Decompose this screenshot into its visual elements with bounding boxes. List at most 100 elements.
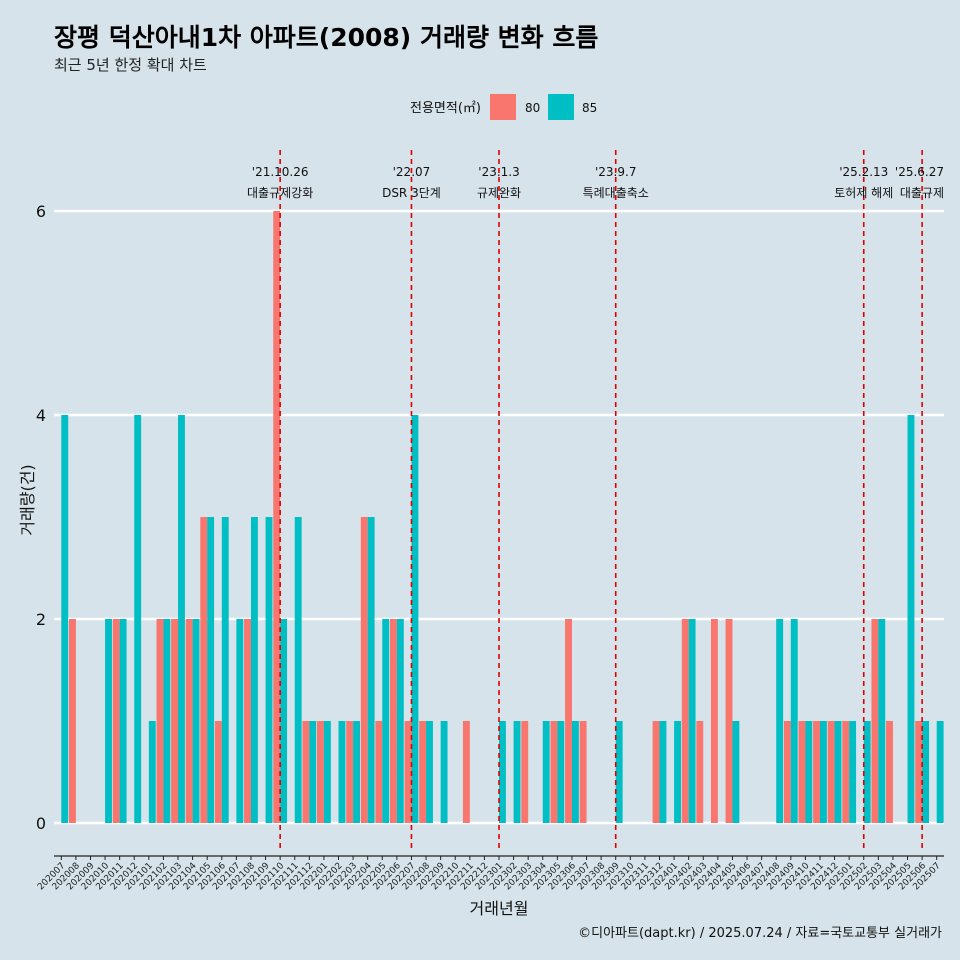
page-title: 장평 덕산아내1차 아파트(2008) 거래량 변화 흐름 — [54, 23, 599, 52]
bar-80-202211 — [462, 721, 470, 823]
bar-85-202205 — [382, 619, 390, 823]
event-label: DSR 3단계 — [382, 186, 441, 200]
bar-85-202108 — [250, 517, 258, 823]
bar-85-202101 — [148, 721, 156, 823]
y-tick-label: 0 — [36, 814, 46, 833]
bar-80-202208 — [419, 721, 427, 823]
bar-85-202007 — [61, 415, 69, 823]
bar-85-202110 — [280, 619, 288, 823]
event-label: 토허제 해제 — [834, 186, 893, 200]
bar-85-202203 — [353, 721, 360, 823]
bar-80-202207 — [404, 721, 412, 823]
legend-label-85: 85 — [582, 101, 597, 115]
bar-85-202302 — [513, 721, 521, 823]
bar-80-202404 — [710, 619, 718, 823]
bar-85-202102 — [163, 619, 171, 823]
bar-85-202309 — [615, 721, 623, 823]
bar-85-202301 — [499, 721, 506, 823]
bar-85-202206 — [396, 619, 404, 823]
bar-85-202201 — [323, 721, 331, 823]
bar-80-202312 — [652, 721, 660, 823]
bar-85-202112 — [309, 721, 317, 823]
bar-85-202111 — [294, 517, 302, 823]
bar-85-202109 — [265, 517, 273, 823]
bar-85-202011 — [119, 619, 127, 823]
bar-85-202306 — [571, 721, 579, 823]
source-caption: ©디아파트(dapt.kr) / 2025.07.24 / 자료=국토교통부 실… — [578, 926, 942, 941]
legend-label-80: 80 — [525, 101, 540, 115]
bar-85-202502 — [863, 721, 871, 823]
bar-80-202008 — [68, 619, 76, 823]
bar-85-202401 — [674, 721, 681, 823]
bar-80-202206 — [389, 619, 397, 823]
y-tick-label: 2 — [36, 610, 46, 629]
bar-85-202208 — [426, 721, 433, 823]
bar-80-202108 — [244, 619, 251, 823]
y-axis-title: 거래량(건) — [18, 464, 37, 535]
bar-80-202203 — [346, 721, 354, 823]
bar-80-202307 — [579, 721, 587, 823]
bar-85-202507 — [936, 721, 944, 823]
bar-85-202012 — [134, 415, 142, 823]
bar-85-202411 — [819, 721, 827, 823]
event-date-label: '23.1.3 — [478, 165, 519, 179]
reference-lines: '21.10.26 대출규제강화 '22.07 DSR 3단계 '23.1.3 규제완화 '… — [247, 150, 944, 850]
bar-85-202505 — [907, 415, 915, 823]
bar-80-202503 — [871, 619, 879, 823]
legend: 전용면적(㎡) 80 85 — [410, 94, 597, 120]
bar-80-202201 — [317, 721, 324, 823]
bar-85-202304 — [542, 721, 550, 823]
bar-80-202205 — [375, 721, 383, 823]
bar-80-202303 — [521, 721, 529, 823]
bar-80-202411 — [813, 721, 820, 823]
bar-85-202106 — [221, 517, 229, 823]
bar-80-202306 — [565, 619, 572, 823]
bar-80-202102 — [156, 619, 164, 823]
bar-85-202105 — [207, 517, 215, 823]
bar-85-202409 — [790, 619, 798, 823]
bar-80-202103 — [171, 619, 179, 823]
bar-85-202405 — [732, 721, 740, 823]
bar-80-202403 — [696, 721, 704, 823]
bar-85-202107 — [236, 619, 244, 823]
legend-title: 전용면적(㎡) — [410, 101, 481, 116]
bar-85-202503 — [878, 619, 886, 823]
y-tick-label: 6 — [36, 202, 46, 221]
bar-85-202312 — [659, 721, 667, 823]
bar-80-202501 — [842, 721, 850, 823]
event-label: 대출규제 — [900, 186, 944, 200]
event-date-label: '22.07 — [393, 165, 431, 179]
bar-80-202506 — [915, 721, 923, 823]
bar-85-202207 — [411, 415, 419, 823]
event-label: 특례대출축소 — [583, 186, 649, 200]
bar-80-202412 — [827, 721, 835, 823]
event-date-label: '25.2.13 — [839, 165, 888, 179]
bar-85-202412 — [834, 721, 842, 823]
bar-80-202110 — [273, 211, 281, 823]
legend-swatch-85 — [548, 94, 574, 120]
event-label: 대출규제강화 — [247, 186, 313, 200]
bar-80-202410 — [798, 721, 806, 823]
legend-swatch-80 — [490, 94, 516, 120]
bar-85-202202 — [338, 721, 346, 823]
bar-80-202504 — [886, 721, 893, 823]
bar-85-202204 — [367, 517, 375, 823]
bar-85-202104 — [192, 619, 200, 823]
page-subtitle: 최근 5년 한정 확대 차트 — [54, 56, 207, 74]
bar-80-202106 — [214, 721, 222, 823]
bar-80-202405 — [725, 619, 733, 823]
bar-80-202409 — [783, 721, 791, 823]
event-date-label: '21.10.26 — [252, 165, 309, 179]
bar-80-202105 — [200, 517, 208, 823]
bars — [61, 211, 944, 823]
bar-80-202104 — [185, 619, 193, 823]
bar-80-202204 — [360, 517, 368, 823]
event-date-label: '23.9.7 — [595, 165, 636, 179]
bar-85-202010 — [105, 619, 112, 823]
x-axis-title: 거래년월 — [470, 899, 529, 918]
bar-85-202506 — [922, 721, 930, 823]
bar-85-202408 — [776, 619, 784, 823]
bar-85-202103 — [178, 415, 185, 823]
bar-80-202112 — [302, 721, 310, 823]
y-tick-label: 4 — [36, 406, 46, 425]
